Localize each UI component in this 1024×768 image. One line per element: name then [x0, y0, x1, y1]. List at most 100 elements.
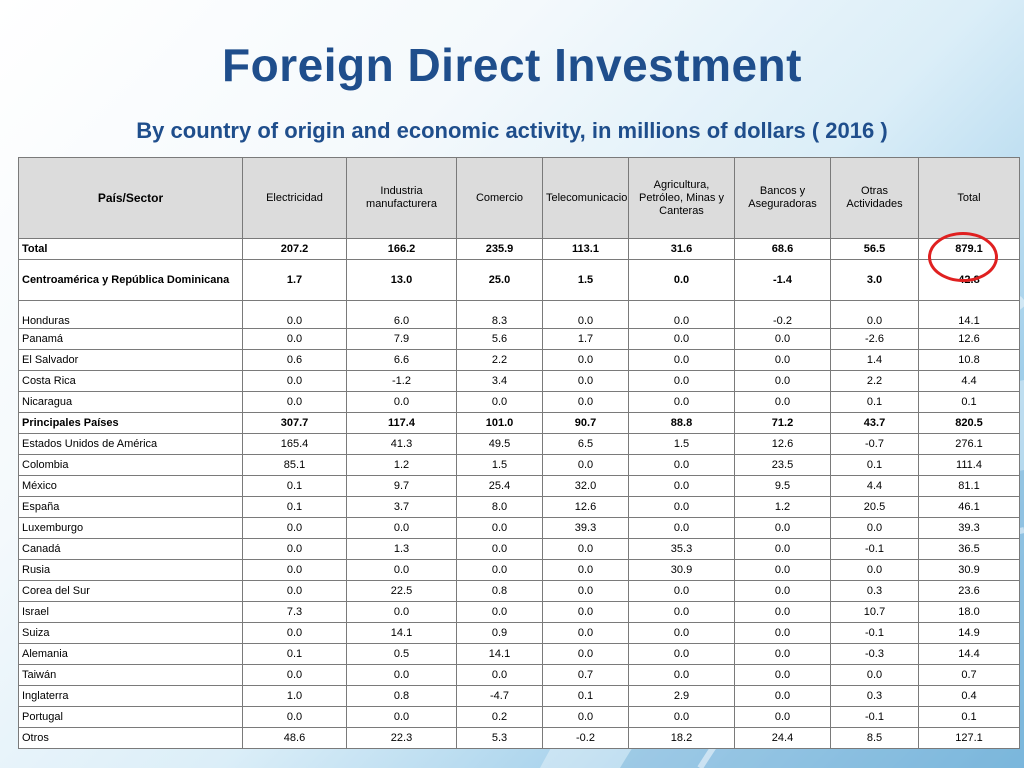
column-header: Telecomunicaciones — [542, 157, 629, 239]
table-cell: 6.5 — [542, 433, 629, 455]
table-cell: 0.4 — [918, 685, 1020, 707]
table-cell: 276.1 — [918, 433, 1020, 455]
table-cell: 24.4 — [734, 727, 831, 749]
table-cell: 0.0 — [242, 300, 347, 329]
table-cell: 30.9 — [918, 559, 1020, 581]
table-cell: 14.9 — [918, 622, 1020, 644]
row-label: Canadá — [18, 538, 243, 560]
table-cell: 0.0 — [456, 391, 543, 413]
table-cell: 68.6 — [734, 238, 831, 260]
table-cell: -0.1 — [830, 622, 919, 644]
table-cell: 0.0 — [628, 517, 735, 539]
table-cell: 0.6 — [242, 349, 347, 371]
table-cell: -0.3 — [830, 643, 919, 665]
table-cell: 0.0 — [628, 580, 735, 602]
table-cell: 3.4 — [456, 370, 543, 392]
table-cell: 0.0 — [456, 517, 543, 539]
table-cell: 0.0 — [734, 685, 831, 707]
row-label: Otros — [18, 727, 243, 749]
row-label: Rusia — [18, 559, 243, 581]
table-cell: 39.3 — [918, 517, 1020, 539]
table-cell: 0.0 — [542, 706, 629, 728]
row-label: Honduras — [18, 300, 243, 329]
row-label: Corea del Sur — [18, 580, 243, 602]
page-subtitle: By country of origin and economic activi… — [136, 118, 888, 143]
row-label: Colombia — [18, 454, 243, 476]
table-row: Corea del Sur 0.0 22.5 0.8 0.0 0.0 0.0 0.3 23.6 — [18, 580, 1020, 602]
table-cell: 0.0 — [242, 706, 347, 728]
table-cell: 0.0 — [628, 391, 735, 413]
table-cell: 2.2 — [830, 370, 919, 392]
table-cell: 0.2 — [456, 706, 543, 728]
row-label: Inglaterra — [18, 685, 243, 707]
table-cell: 0.0 — [242, 559, 347, 581]
table-cell: 0.0 — [830, 300, 919, 329]
table-cell: 3.7 — [346, 496, 457, 518]
table-row: Rusia 0.0 0.0 0.0 0.0 30.9 0.0 0.0 30.9 — [18, 559, 1020, 581]
table-cell: 0.0 — [628, 601, 735, 623]
table-cell: 14.1 — [346, 622, 457, 644]
table-cell: 1.5 — [628, 433, 735, 455]
table-row: Estados Unidos de América 165.4 41.3 49.5 6.… — [18, 433, 1020, 455]
table-cell: 0.8 — [456, 580, 543, 602]
table-cell: 14.1 — [918, 300, 1020, 329]
table-row: Inglaterra 1.0 0.8 -4.7 0.1 2.9 0.0 0.3 0.4 — [18, 685, 1020, 707]
table-row: Otros 48.6 22.3 5.3 -0.2 18.2 24.4 8.5 127.1 — [18, 727, 1020, 749]
table-cell: 31.6 — [628, 238, 735, 260]
row-label: Luxemburgo — [18, 517, 243, 539]
table-cell: 18.2 — [628, 727, 735, 749]
table-cell: 0.1 — [918, 706, 1020, 728]
table-cell: 0.5 — [346, 643, 457, 665]
table-cell: 0.0 — [734, 391, 831, 413]
row-label: Principales Países — [18, 412, 243, 434]
column-header: Otras Actividades — [830, 157, 919, 239]
table-cell: -0.1 — [830, 706, 919, 728]
table-cell: 4.4 — [918, 370, 1020, 392]
table-header-row: País/Sector Electricidad Industria manufac… — [18, 157, 1020, 239]
table-row: Principales Países 307.7 117.4 101.0 90.7 88.… — [18, 412, 1020, 434]
table-cell: 30.9 — [628, 559, 735, 581]
table-cell: 81.1 — [918, 475, 1020, 497]
table-cell: 0.8 — [346, 685, 457, 707]
table-cell: 0.0 — [346, 391, 457, 413]
table-row: México 0.1 9.7 25.4 32.0 0.0 9.5 4.4 81.1 — [18, 475, 1020, 497]
table-cell: 1.7 — [242, 259, 347, 301]
row-label: Total — [18, 238, 243, 260]
table-cell: 1.7 — [542, 328, 629, 350]
table-cell: -0.1 — [830, 538, 919, 560]
table-cell: 0.0 — [830, 517, 919, 539]
table-cell: 23.5 — [734, 454, 831, 476]
table-cell: 0.0 — [734, 622, 831, 644]
table-cell: 0.0 — [346, 706, 457, 728]
table-row: Taiwán 0.0 0.0 0.0 0.7 0.0 0.0 0.0 0.7 — [18, 664, 1020, 686]
table-row: Costa Rica 0.0 -1.2 3.4 0.0 0.0 0.0 2.2 4.4 — [18, 370, 1020, 392]
table-cell: 0.0 — [542, 349, 629, 371]
table-cell: 0.0 — [346, 559, 457, 581]
table-cell: 1.5 — [456, 454, 543, 476]
table-cell: 18.0 — [918, 601, 1020, 623]
table-cell: 46.1 — [918, 496, 1020, 518]
table-cell: 71.2 — [734, 412, 831, 434]
table-cell: 0.0 — [542, 370, 629, 392]
row-label: Centroamérica y República Dominicana — [18, 259, 243, 301]
table-cell: 0.0 — [242, 664, 347, 686]
table-cell: 8.0 — [456, 496, 543, 518]
table-cell: 1.5 — [542, 259, 629, 301]
table-cell: 0.0 — [734, 643, 831, 665]
table-cell: 165.4 — [242, 433, 347, 455]
column-header: Total — [918, 157, 1020, 239]
row-label: España — [18, 496, 243, 518]
table-cell: 0.0 — [542, 454, 629, 476]
table-cell: 0.9 — [456, 622, 543, 644]
table-cell: 0.0 — [542, 559, 629, 581]
column-header: Agricultura, Petróleo, Minas y Canteras — [628, 157, 735, 239]
table-row: Alemania 0.1 0.5 14.1 0.0 0.0 0.0 -0.3 14.4 — [18, 643, 1020, 665]
table-row: Luxemburgo 0.0 0.0 0.0 39.3 0.0 0.0 0.0 39.3 — [18, 517, 1020, 539]
column-header: Bancos y Aseguradoras — [734, 157, 831, 239]
table-cell: 0.1 — [918, 391, 1020, 413]
table-cell: 0.7 — [542, 664, 629, 686]
table-cell: 0.0 — [346, 517, 457, 539]
column-header: País/Sector — [18, 157, 243, 239]
table-cell: 0.0 — [542, 601, 629, 623]
table-cell: 820.5 — [918, 412, 1020, 434]
